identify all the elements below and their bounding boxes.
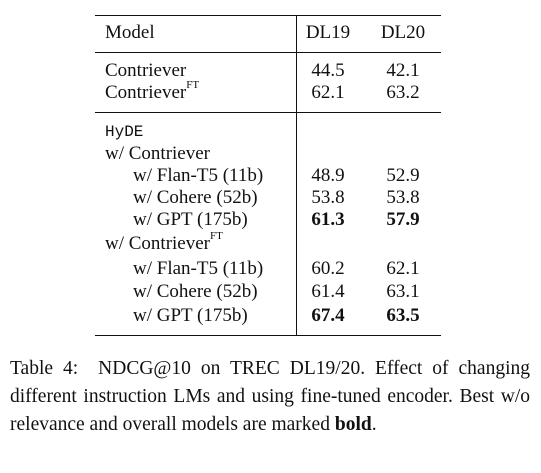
row-model: w/ GPT (175b) bbox=[133, 209, 248, 230]
model-superscript: FT bbox=[186, 78, 200, 91]
row-model: w/ Cohere (52b) bbox=[133, 281, 258, 302]
bottom-rule bbox=[95, 335, 441, 337]
row-model: w/ Flan-T5 (11b) bbox=[133, 258, 264, 279]
cell-dl19-best: 67.4 bbox=[311, 305, 345, 326]
cell-dl20: 62.1 bbox=[386, 258, 420, 279]
cell-dl20: 63.2 bbox=[386, 82, 420, 103]
mid-rule bbox=[95, 112, 441, 113]
model-name: Contriever bbox=[105, 82, 187, 103]
group-label: w/ Contriever bbox=[105, 143, 210, 165]
row-model: Contriever bbox=[105, 60, 186, 82]
top-rule bbox=[95, 15, 441, 17]
caption-label: Table 4: bbox=[10, 358, 79, 379]
cell-dl19: 61.4 bbox=[311, 281, 345, 302]
model-name: Contriever bbox=[105, 60, 187, 81]
caption-end: . bbox=[371, 414, 377, 435]
header-dl19: DL19 bbox=[305, 22, 351, 43]
header-model: Model bbox=[105, 22, 155, 43]
row-model: w/ GPT (175b) bbox=[133, 305, 248, 326]
cell-dl20: 52.9 bbox=[386, 165, 420, 186]
row-model: w/ Cohere (52b) bbox=[133, 187, 258, 208]
group-label-superscript: FT bbox=[210, 229, 223, 242]
group-label-text: w/ Contriever bbox=[105, 143, 211, 164]
caption-text: NDCG@10 on TREC DL19/20. Effect of chang… bbox=[10, 358, 531, 435]
hyde-label: HyDE bbox=[105, 123, 144, 141]
cell-dl20: 53.8 bbox=[386, 187, 420, 208]
cell-dl19: 60.2 bbox=[311, 258, 345, 279]
cell-dl20-best: 57.9 bbox=[386, 209, 420, 230]
cell-dl19: 48.9 bbox=[311, 165, 345, 186]
header-dl20: DL20 bbox=[380, 22, 426, 43]
table-caption: Table 4: NDCG@10 on TREC DL19/20. Effect… bbox=[10, 355, 530, 439]
cell-dl19-best: 61.3 bbox=[311, 209, 345, 230]
group-label: w/ ContrieverFT bbox=[105, 229, 223, 255]
header-rule bbox=[95, 52, 441, 53]
cell-dl20: 63.1 bbox=[386, 281, 420, 302]
column-separator bbox=[296, 15, 297, 336]
cell-dl19: 53.8 bbox=[311, 187, 345, 208]
cell-dl19: 44.5 bbox=[311, 60, 345, 81]
cell-dl19: 62.1 bbox=[311, 82, 345, 103]
row-model: w/ Flan-T5 (11b) bbox=[133, 165, 264, 186]
cell-dl20-best: 63.5 bbox=[386, 305, 420, 326]
group-label-text: w/ Contriever bbox=[105, 233, 211, 254]
row-model: ContrieverFT bbox=[105, 78, 200, 104]
caption-bold-word: bold bbox=[334, 414, 372, 435]
cell-dl20: 42.1 bbox=[386, 60, 420, 81]
